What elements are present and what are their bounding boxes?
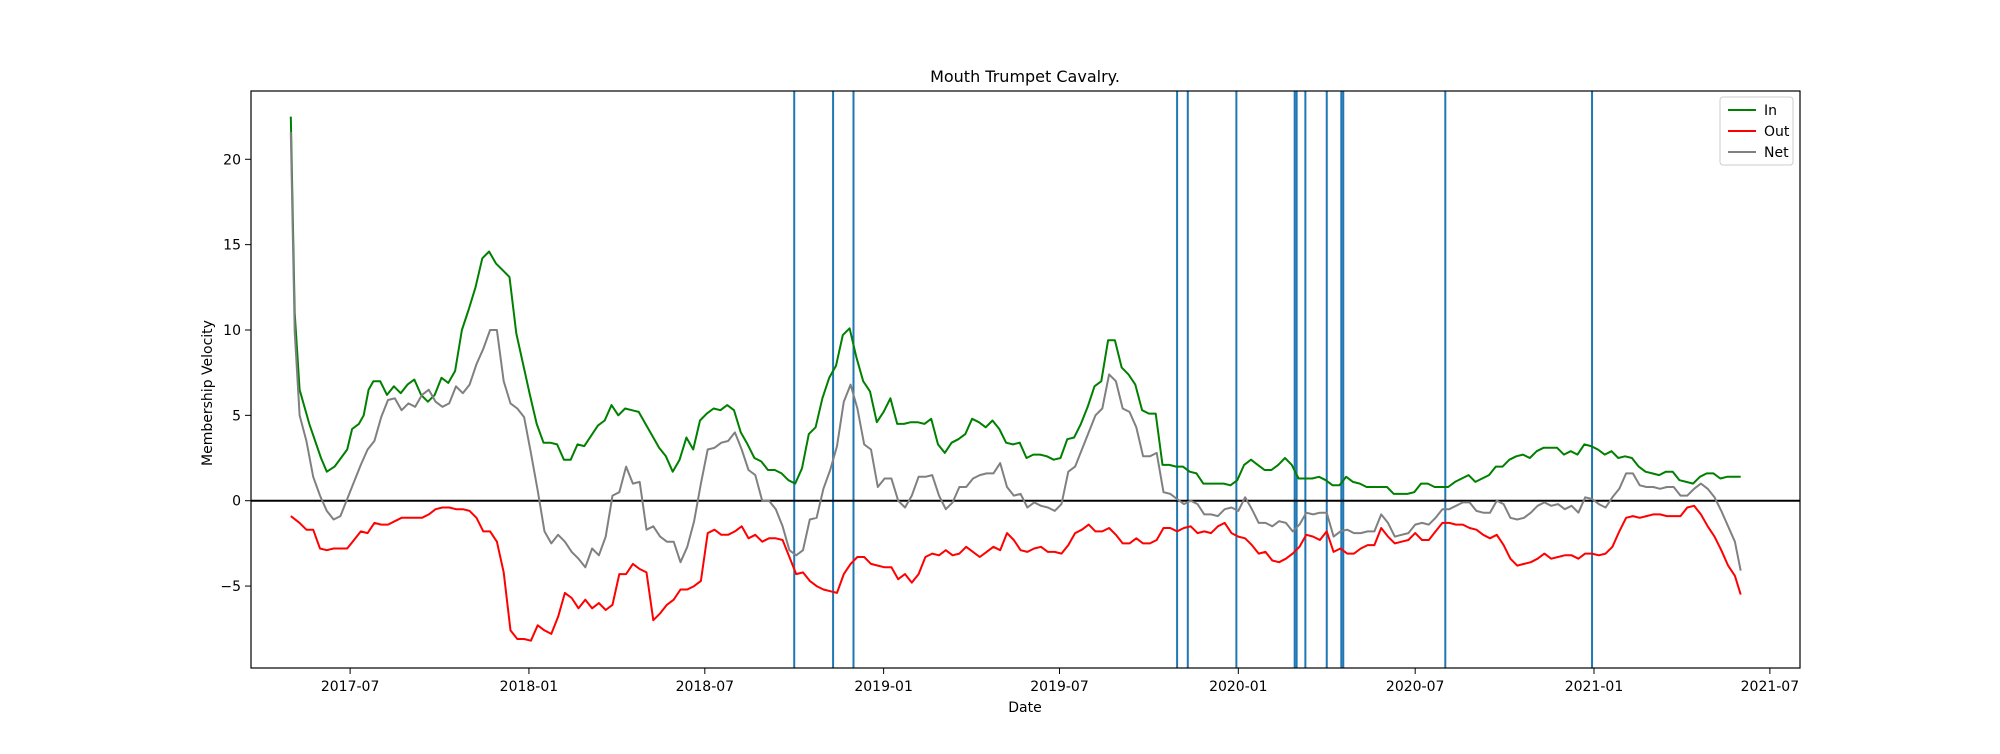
y-tick-label: 10 [223,323,241,339]
legend-label-net: Net [1764,145,1789,161]
event-lines [793,91,1594,668]
series-lines [289,116,1742,642]
y-tick-label: 15 [223,238,241,254]
x-tick-label: 2019-01 [854,679,913,695]
series-line-out [290,504,1742,642]
y-tick-label: 5 [232,408,241,424]
chart-title: Mouth Trumpet Cavalry. [930,67,1120,86]
y-tick-label: 0 [232,494,241,510]
x-tick-label: 2021-07 [1741,679,1800,695]
series-line-in [289,116,1741,495]
x-tick-label: 2018-07 [676,679,735,695]
legend: In Out Net [1719,96,1794,166]
x-tick-label: 2019-07 [1030,679,1089,695]
x-axis-label: Date [1008,700,1041,716]
plot-frame [250,90,1801,669]
axes: −5 0 5 10 15 20 2017-07 2018-01 2018-07 2019-01 20… [220,90,1801,695]
legend-label-in: In [1764,103,1777,119]
legend-label-out: Out [1764,124,1790,140]
x-tick-label: 2020-07 [1386,679,1445,695]
x-tick-label: 2017-07 [321,679,380,695]
y-tick-label: −5 [220,579,241,595]
x-tick-label: 2018-01 [500,679,559,695]
y-axis-label: Membership Velocity [200,320,216,466]
x-tick-label: 2021-01 [1565,679,1624,695]
x-tick-label: 2020-01 [1209,679,1268,695]
series-line-net [289,131,1742,571]
legend-box [1719,96,1794,166]
y-tick-label: 20 [223,152,241,168]
